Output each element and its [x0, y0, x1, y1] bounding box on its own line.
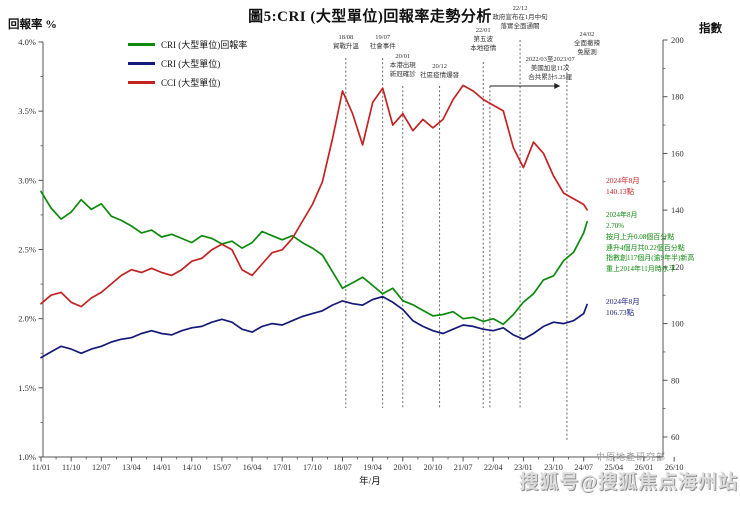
legend-label: CCI (大型單位): [161, 78, 221, 88]
x-tick-label: 22/04: [484, 463, 503, 472]
x-axis-title: 年/月: [359, 477, 381, 487]
y-left-tick-label: 4.0%: [18, 37, 36, 47]
endpoint-label-cri: 2024年8月 106.73點: [606, 297, 640, 318]
legend-item-cri-index: CRI (大型單位): [128, 57, 247, 70]
x-tick-label: 20/01: [393, 463, 412, 472]
y-right-tick-label: 120: [671, 262, 684, 272]
y-right-tick-label: 200: [671, 35, 684, 45]
legend: CRI (大型單位)回報率 CRI (大型單位) CCI (大型單位): [128, 38, 247, 89]
event-annotation: 22/01 第五波 本地疫情: [470, 27, 497, 53]
rate-hike-arrow-head: [554, 83, 561, 89]
legend-swatch-red: [128, 81, 155, 84]
legend-swatch-green: [128, 43, 155, 46]
y-left-tick-label: 2.5%: [18, 244, 36, 254]
x-tick-label: 14/10: [182, 463, 201, 472]
y-left-axis-title: 回報率 %: [8, 19, 57, 31]
x-tick-label: 19/04: [363, 463, 382, 472]
y-left-tick-label: 2.0%: [18, 314, 36, 324]
y-right-tick-label: 60: [671, 432, 680, 442]
x-tick-label: 11/01: [32, 463, 50, 472]
y-right-axis-title: 指數: [699, 23, 722, 35]
series-line-red: [40, 84, 588, 308]
x-tick-label: 18/07: [333, 463, 352, 472]
y-right-tick-label: 180: [671, 92, 684, 102]
x-tick-label: 17/10: [303, 463, 322, 472]
watermark-sohu: 搜狐号@搜狐焦点海州站: [519, 472, 738, 493]
rate-hike-annotation: 2022/03至2023/07 美國加息11次 合共累計5.25厘: [525, 56, 575, 82]
x-tick-label: 14/01: [152, 463, 171, 472]
y-left-tick-label: 3.0%: [18, 175, 36, 185]
x-tick-label: 26/01: [635, 463, 654, 472]
legend-label: CRI (大型單位): [161, 59, 221, 69]
x-tick-label: 23/10: [544, 463, 563, 472]
x-tick-label: 25/04: [605, 463, 624, 472]
y-left-tick-label: 1.5%: [18, 383, 36, 393]
series-line-green: [40, 190, 588, 326]
legend-item-cri-yield: CRI (大型單位)回報率: [128, 38, 247, 51]
x-tick-label: 24/07: [574, 463, 593, 472]
series-line-navy: [40, 295, 588, 359]
watermark-research-dept: 中原地產研究部: [596, 452, 667, 462]
x-tick-label: 26/10: [665, 463, 684, 472]
legend-swatch-navy: [128, 62, 155, 65]
x-tick-label: 20/10: [424, 463, 443, 472]
y-right-tick-label: 80: [671, 375, 680, 385]
x-tick-label: 11/10: [62, 463, 80, 472]
legend-label: CRI (大型單位)回報率: [161, 40, 248, 50]
x-tick-label: 13/04: [122, 463, 141, 472]
event-annotation: 18/08 貿戰升溫: [332, 34, 359, 51]
x-tick-label: 23/01: [514, 463, 533, 472]
y-right-tick-label: 160: [671, 148, 684, 158]
y-right-tick-label: 100: [671, 319, 684, 329]
y-right-tick-label: 140: [671, 205, 684, 215]
endpoint-label-cri-yield: 2024年8月 2.70% 按月上升0.08個百分點 連升4個月共0.22個百分…: [606, 211, 695, 274]
y-left-tick-label: 1.0%: [18, 452, 36, 462]
x-tick-label: 15/07: [213, 463, 232, 472]
x-tick-label: 21/07: [454, 463, 473, 472]
event-annotation: 20/01 本港出現 新冠確診: [389, 53, 416, 79]
x-tick-label: 17/01: [273, 463, 292, 472]
x-tick-label: 16/04: [243, 463, 262, 472]
event-annotation: 22/12 政府宣布在1月中旬 落實全面通關: [492, 5, 548, 31]
event-annotation: 24/02 全面撤辣 免壓測: [573, 31, 600, 57]
event-annotation: 19/07 社會事件: [369, 34, 396, 51]
x-tick-label: 12/07: [92, 463, 111, 472]
event-annotation: 20/12 社區疫情爆發: [420, 63, 460, 80]
legend-item-cci-index: CCI (大型單位): [128, 76, 247, 89]
y-left-tick-label: 3.5%: [18, 106, 36, 116]
endpoint-label-cci: 2024年8月 140.13點: [606, 176, 640, 197]
chart-title: 圖5:CRI (大型單位)回報率走勢分析: [248, 9, 492, 25]
